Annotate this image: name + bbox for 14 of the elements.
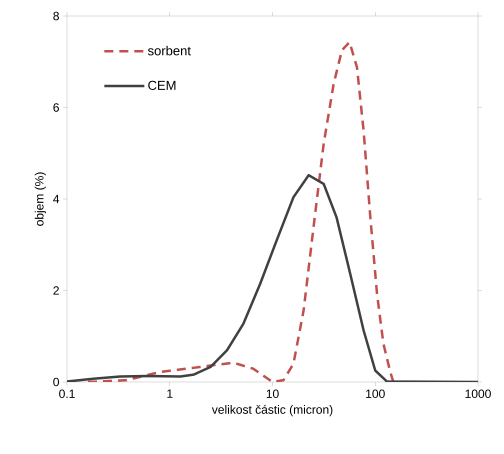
y-tick-label: 8 bbox=[53, 12, 59, 20]
x-axis-title: velikost částic (micron) bbox=[212, 404, 332, 416]
y-tick-label: 2 bbox=[53, 286, 59, 295]
x-tick-label: 0.1 bbox=[59, 390, 75, 398]
x-tick-label: 10 bbox=[266, 390, 279, 398]
legend-label: CEM bbox=[148, 80, 176, 90]
y-tick-label: 4 bbox=[53, 194, 60, 204]
y-tick-label: 0 bbox=[53, 378, 60, 386]
x-tick-label: 1 bbox=[167, 390, 172, 398]
legend-label: sorbent bbox=[148, 46, 191, 56]
x-tick-label: 100 bbox=[366, 390, 385, 398]
y-axis-title: objem (%) bbox=[34, 172, 46, 226]
y-tick-label: 6 bbox=[53, 103, 59, 112]
x-tick-label: 1000 bbox=[466, 390, 491, 398]
